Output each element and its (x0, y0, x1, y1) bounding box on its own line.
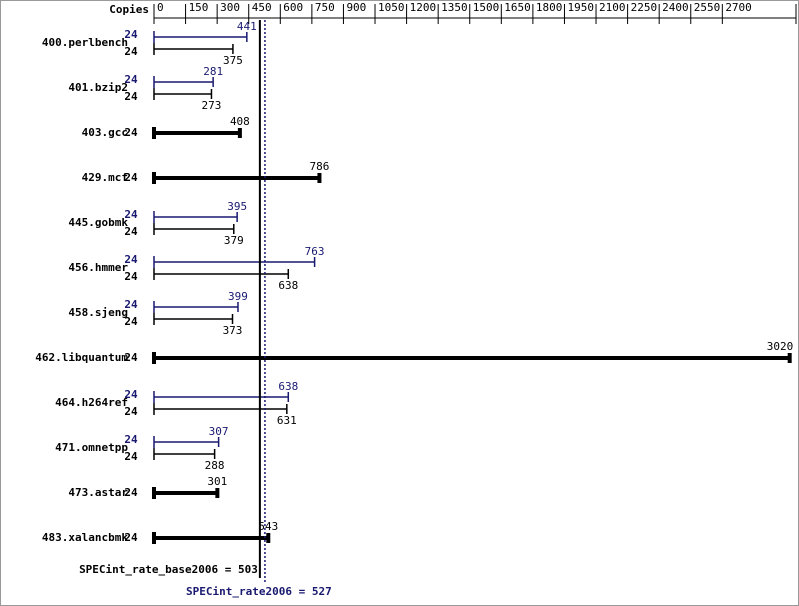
value-label: 638 (278, 380, 298, 393)
bar (153, 391, 290, 403)
copies-label: 24 (124, 225, 138, 238)
category-label: 429.mcf (82, 171, 128, 184)
value-label: 441 (237, 20, 257, 33)
category-label: 473.astar (68, 486, 128, 499)
value-label: 379 (224, 234, 244, 247)
category-label: 403.gcc (82, 126, 128, 139)
copies-label: 24 (124, 73, 138, 86)
bar (152, 487, 220, 499)
copies-label: 24 (124, 208, 138, 221)
reference-label: SPECint_rate_base2006 = 503 (79, 563, 258, 576)
copies-label: 24 (124, 351, 138, 364)
copies-label: 24 (124, 90, 138, 103)
copies-label: 24 (124, 433, 138, 446)
copies-label: 24 (124, 486, 138, 499)
category-label: 483.xalancbmk (42, 531, 128, 544)
bar (153, 43, 234, 55)
value-label: 543 (258, 520, 278, 533)
x-tick-label: 1050 (378, 1, 405, 14)
copies-label: 24 (124, 45, 138, 58)
x-tick-label: 2700 (725, 1, 752, 14)
x-tick-label: 750 (315, 1, 335, 14)
category-label: 471.omnetpp (55, 441, 128, 454)
copies-label: 24 (124, 28, 138, 41)
x-tick-label: 1650 (504, 1, 531, 14)
x-tick-label: 2550 (694, 1, 721, 14)
category-label: 462.libquantum (35, 351, 128, 364)
x-tick-label: 1350 (441, 1, 468, 14)
value-label: 786 (310, 160, 330, 173)
bar (153, 436, 220, 448)
copies-label: 24 (124, 171, 138, 184)
bar (153, 301, 239, 313)
bar (153, 313, 234, 325)
category-label: 445.gobmk (68, 216, 128, 229)
x-tick-label: 2400 (662, 1, 689, 14)
copies-label: 24 (124, 450, 138, 463)
x-tick-label: 900 (346, 1, 366, 14)
x-tick-label: 600 (283, 1, 303, 14)
value-label: 288 (205, 459, 225, 472)
x-tick-label: 0 (157, 1, 164, 14)
x-tick-label: 1950 (567, 1, 594, 14)
value-label: 373 (223, 324, 243, 337)
x-tick-label: 300 (220, 1, 240, 14)
copies-label: 24 (124, 298, 138, 311)
x-axis-label: Copies (109, 3, 149, 16)
bar (153, 256, 316, 268)
value-label: 301 (207, 475, 227, 488)
category-label: 400.perlbench (42, 36, 128, 49)
value-label: 631 (277, 414, 297, 427)
bar (153, 268, 290, 280)
x-tick-label: 1200 (410, 1, 437, 14)
x-tick-label: 2250 (631, 1, 658, 14)
copies-label: 24 (124, 270, 138, 283)
value-label: 408 (230, 115, 250, 128)
value-label: 375 (223, 54, 243, 67)
value-label: 638 (278, 279, 298, 292)
copies-label: 24 (124, 253, 138, 266)
copies-label: 24 (124, 126, 138, 139)
bar (153, 211, 238, 223)
bar (153, 88, 213, 100)
copies-label: 24 (124, 531, 138, 544)
bar (152, 127, 242, 139)
reference-label: SPECint_rate2006 = 527 (186, 585, 332, 598)
x-tick-label: 1800 (536, 1, 563, 14)
category-label: 458.sjeng (68, 306, 128, 319)
x-tick-label: 150 (189, 1, 209, 14)
bar (153, 31, 248, 43)
value-label: 307 (209, 425, 229, 438)
x-tick-label: 450 (252, 1, 272, 14)
copies-label: 24 (124, 388, 138, 401)
value-label: 273 (202, 99, 222, 112)
bar (153, 448, 216, 460)
category-label: 456.hmmer (68, 261, 128, 274)
value-label: 395 (227, 200, 247, 213)
bar (153, 223, 235, 235)
bar (153, 76, 214, 88)
copies-label: 24 (124, 405, 138, 418)
bar (152, 532, 271, 544)
value-label: 3020 (767, 340, 794, 353)
category-label: 464.h264ref (55, 396, 128, 409)
copies-label: 24 (124, 315, 138, 328)
bar (152, 172, 322, 184)
value-label: 763 (305, 245, 325, 258)
x-tick-label: 2100 (599, 1, 626, 14)
x-tick-label: 1500 (473, 1, 500, 14)
category-label: 401.bzip2 (68, 81, 128, 94)
value-label: 281 (203, 65, 223, 78)
value-label: 399 (228, 290, 248, 303)
